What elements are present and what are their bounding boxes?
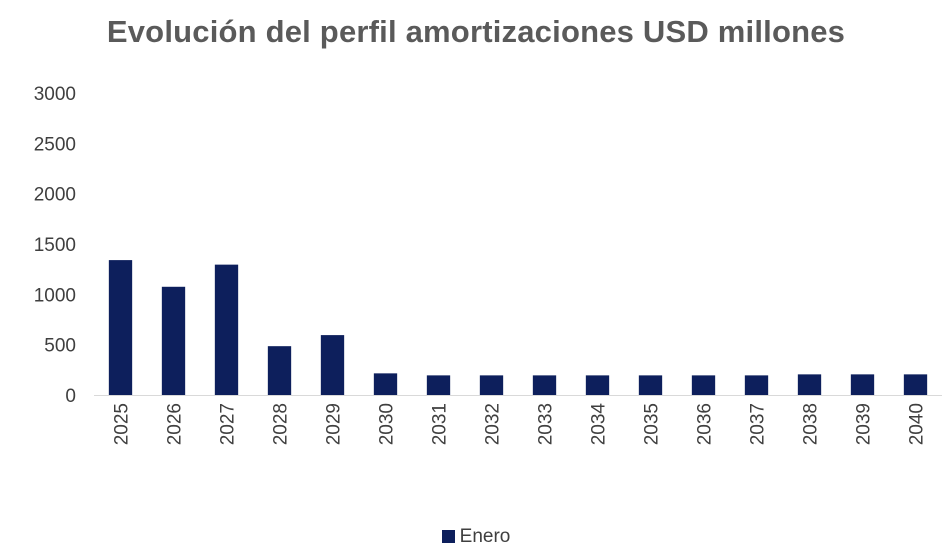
bar-2029 (320, 335, 345, 395)
x-tick-label-2039: 2039 (854, 403, 875, 445)
x-tick-label-2036: 2036 (695, 403, 716, 445)
bar-2025 (108, 260, 133, 395)
x-tick-label-2030: 2030 (377, 403, 398, 445)
x-tick-label-2038: 2038 (801, 403, 822, 445)
x-tick-label-2031: 2031 (430, 403, 451, 445)
x-tick-label-2037: 2037 (748, 403, 769, 445)
y-axis-ticks: 0 500 1000 1500 2000 2500 3000 (34, 84, 76, 407)
x-tick-label-2033: 2033 (536, 403, 557, 445)
y-tick-label: 3000 (34, 84, 76, 105)
bar-2039 (850, 374, 875, 395)
bar-2040 (903, 374, 928, 395)
bar-2033 (532, 375, 557, 395)
legend-swatch (441, 530, 455, 543)
bar-2028 (267, 346, 292, 395)
x-tick-label-2027: 2027 (218, 403, 239, 445)
x-tick-label-2034: 2034 (589, 403, 610, 446)
y-tick-label: 2000 (34, 185, 76, 206)
legend: Enero (0, 526, 952, 548)
bars (108, 260, 928, 395)
y-tick-label: 500 (44, 336, 76, 357)
y-tick-label: 1000 (34, 285, 76, 306)
x-axis-ticks: 2025 2026 2027 2028 2029 2030 2031 2032 2033 2034… (112, 403, 928, 446)
bar-2038 (797, 374, 822, 395)
x-tick-label-2029: 2029 (324, 403, 345, 445)
bar-2026 (161, 286, 186, 395)
x-tick-label-2035: 2035 (642, 403, 663, 445)
x-tick-label-2025: 2025 (112, 403, 133, 445)
x-tick-label-2026: 2026 (165, 403, 186, 445)
chart-title: Evolución del perfil amortizaciones USD … (106, 14, 846, 49)
bar-2032 (479, 375, 504, 395)
bar-2034 (585, 375, 610, 395)
bar-2036 (691, 375, 716, 395)
bar-2030 (373, 373, 398, 395)
bar-2035 (638, 375, 663, 395)
y-tick-label: 0 (65, 386, 76, 407)
x-tick-label-2028: 2028 (271, 403, 292, 445)
y-tick-label: 1500 (34, 235, 76, 256)
legend-label: Enero (459, 526, 511, 547)
bar-2031 (426, 375, 451, 395)
bar-2037 (744, 375, 769, 395)
y-tick-label: 2500 (34, 134, 76, 155)
bar-2027 (214, 264, 239, 395)
x-tick-label-2032: 2032 (483, 403, 504, 445)
x-tick-label-2040: 2040 (907, 403, 928, 445)
